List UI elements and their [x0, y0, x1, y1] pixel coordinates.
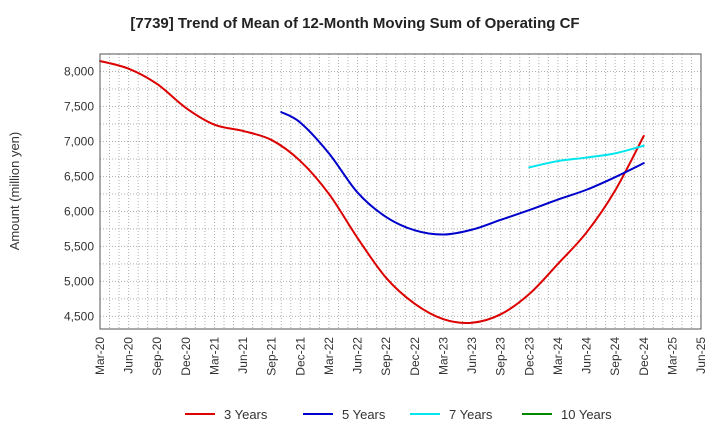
y-tick-label: 6,500 [64, 169, 94, 183]
x-tick-label: Sep-24 [608, 337, 622, 376]
y-tick-label: 4,500 [64, 309, 94, 323]
x-tick-label: Dec-24 [637, 337, 651, 376]
x-tick-label: Jun-23 [465, 337, 479, 374]
x-tick-label: Dec-23 [522, 337, 536, 376]
x-tick-label: Sep-20 [150, 337, 164, 376]
x-tick-label: Sep-21 [265, 337, 279, 376]
y-tick-label: 8,000 [64, 64, 94, 78]
y-tick-label: 6,000 [64, 204, 94, 218]
legend-label-3-years: 3 Years [224, 407, 268, 422]
y-tick-label: 7,500 [64, 99, 94, 113]
plot-frame [99, 53, 702, 330]
x-tick-label: Dec-22 [408, 337, 422, 376]
x-tick-label: Mar-23 [436, 337, 450, 375]
x-tick-label: Mar-22 [322, 337, 336, 375]
x-tick-label: Jun-21 [236, 337, 250, 374]
legend-label-7-years: 7 Years [449, 407, 493, 422]
x-tick-label: Sep-23 [494, 337, 508, 376]
y-axis-label: Amount (million yen) [7, 132, 22, 251]
x-tick-label: Jun-25 [694, 337, 708, 374]
series-line-7-years [528, 144, 645, 169]
series-lines [99, 60, 645, 324]
x-tick-label: Jun-20 [122, 337, 136, 374]
x-axis-ticks: Mar-20 Jun-20 Sep-20 Dec-20 Mar-21 Jun-21 Sep-… [93, 337, 708, 376]
y-axis-ticks: 4,500 5,000 5,500 6,000 6,500 7,000 7,500 8,000 [64, 64, 94, 323]
y-tick-label: 5,000 [64, 274, 94, 288]
x-tick-label: Dec-21 [293, 337, 307, 376]
chart-title: [7739] Trend of Mean of 12-Month Moving … [130, 15, 579, 32]
legend-label-5-years: 5 Years [342, 407, 386, 422]
series-line-3-years [99, 60, 645, 324]
y-tick-label: 7,000 [64, 134, 94, 148]
x-tick-label: Mar-24 [551, 337, 565, 375]
grid [100, 54, 701, 329]
x-tick-label: Dec-20 [179, 337, 193, 376]
x-tick-label: Jun-24 [580, 337, 594, 374]
x-tick-label: Jun-22 [351, 337, 365, 374]
series-line-5-years [280, 111, 645, 236]
x-tick-label: Mar-21 [207, 337, 221, 375]
y-tick-label: 5,500 [64, 239, 94, 253]
x-tick-label: Mar-25 [665, 337, 679, 375]
legend: 3 Years 5 Years 7 Years 10 Years [185, 407, 612, 422]
x-tick-label: Mar-20 [93, 337, 107, 375]
legend-label-10-years: 10 Years [561, 407, 612, 422]
x-tick-label: Sep-22 [379, 337, 393, 376]
